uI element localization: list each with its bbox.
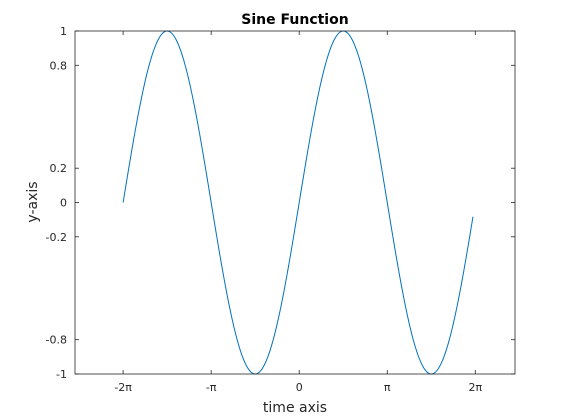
x-tick-label: -π <box>206 381 217 394</box>
y-axis-label: y-axis <box>25 181 41 222</box>
x-tick-label: 0 <box>296 381 303 394</box>
tick-labels: -2π -π 0 π 2π -1 -0.8 -0.2 0 0.2 0.8 1 <box>46 25 483 394</box>
x-tick-label: π <box>384 381 391 394</box>
y-tick-label: -0.8 <box>46 334 67 347</box>
y-tick-label: 0 <box>60 197 67 210</box>
x-axis-label: time axis <box>263 400 327 416</box>
y-tick-label: -1 <box>56 368 67 381</box>
chart-title: Sine Function <box>241 12 348 28</box>
y-tick-label: 0.8 <box>50 59 68 72</box>
y-tick-label: -0.2 <box>46 231 67 244</box>
plot-box <box>74 30 516 375</box>
plot-area <box>75 31 515 374</box>
sine-series-line <box>122 30 474 375</box>
y-tick-label: 0.2 <box>50 162 68 175</box>
x-tick-label: 2π <box>468 381 482 394</box>
y-tick-label: 1 <box>60 25 67 38</box>
x-tick-label: -2π <box>114 381 132 394</box>
